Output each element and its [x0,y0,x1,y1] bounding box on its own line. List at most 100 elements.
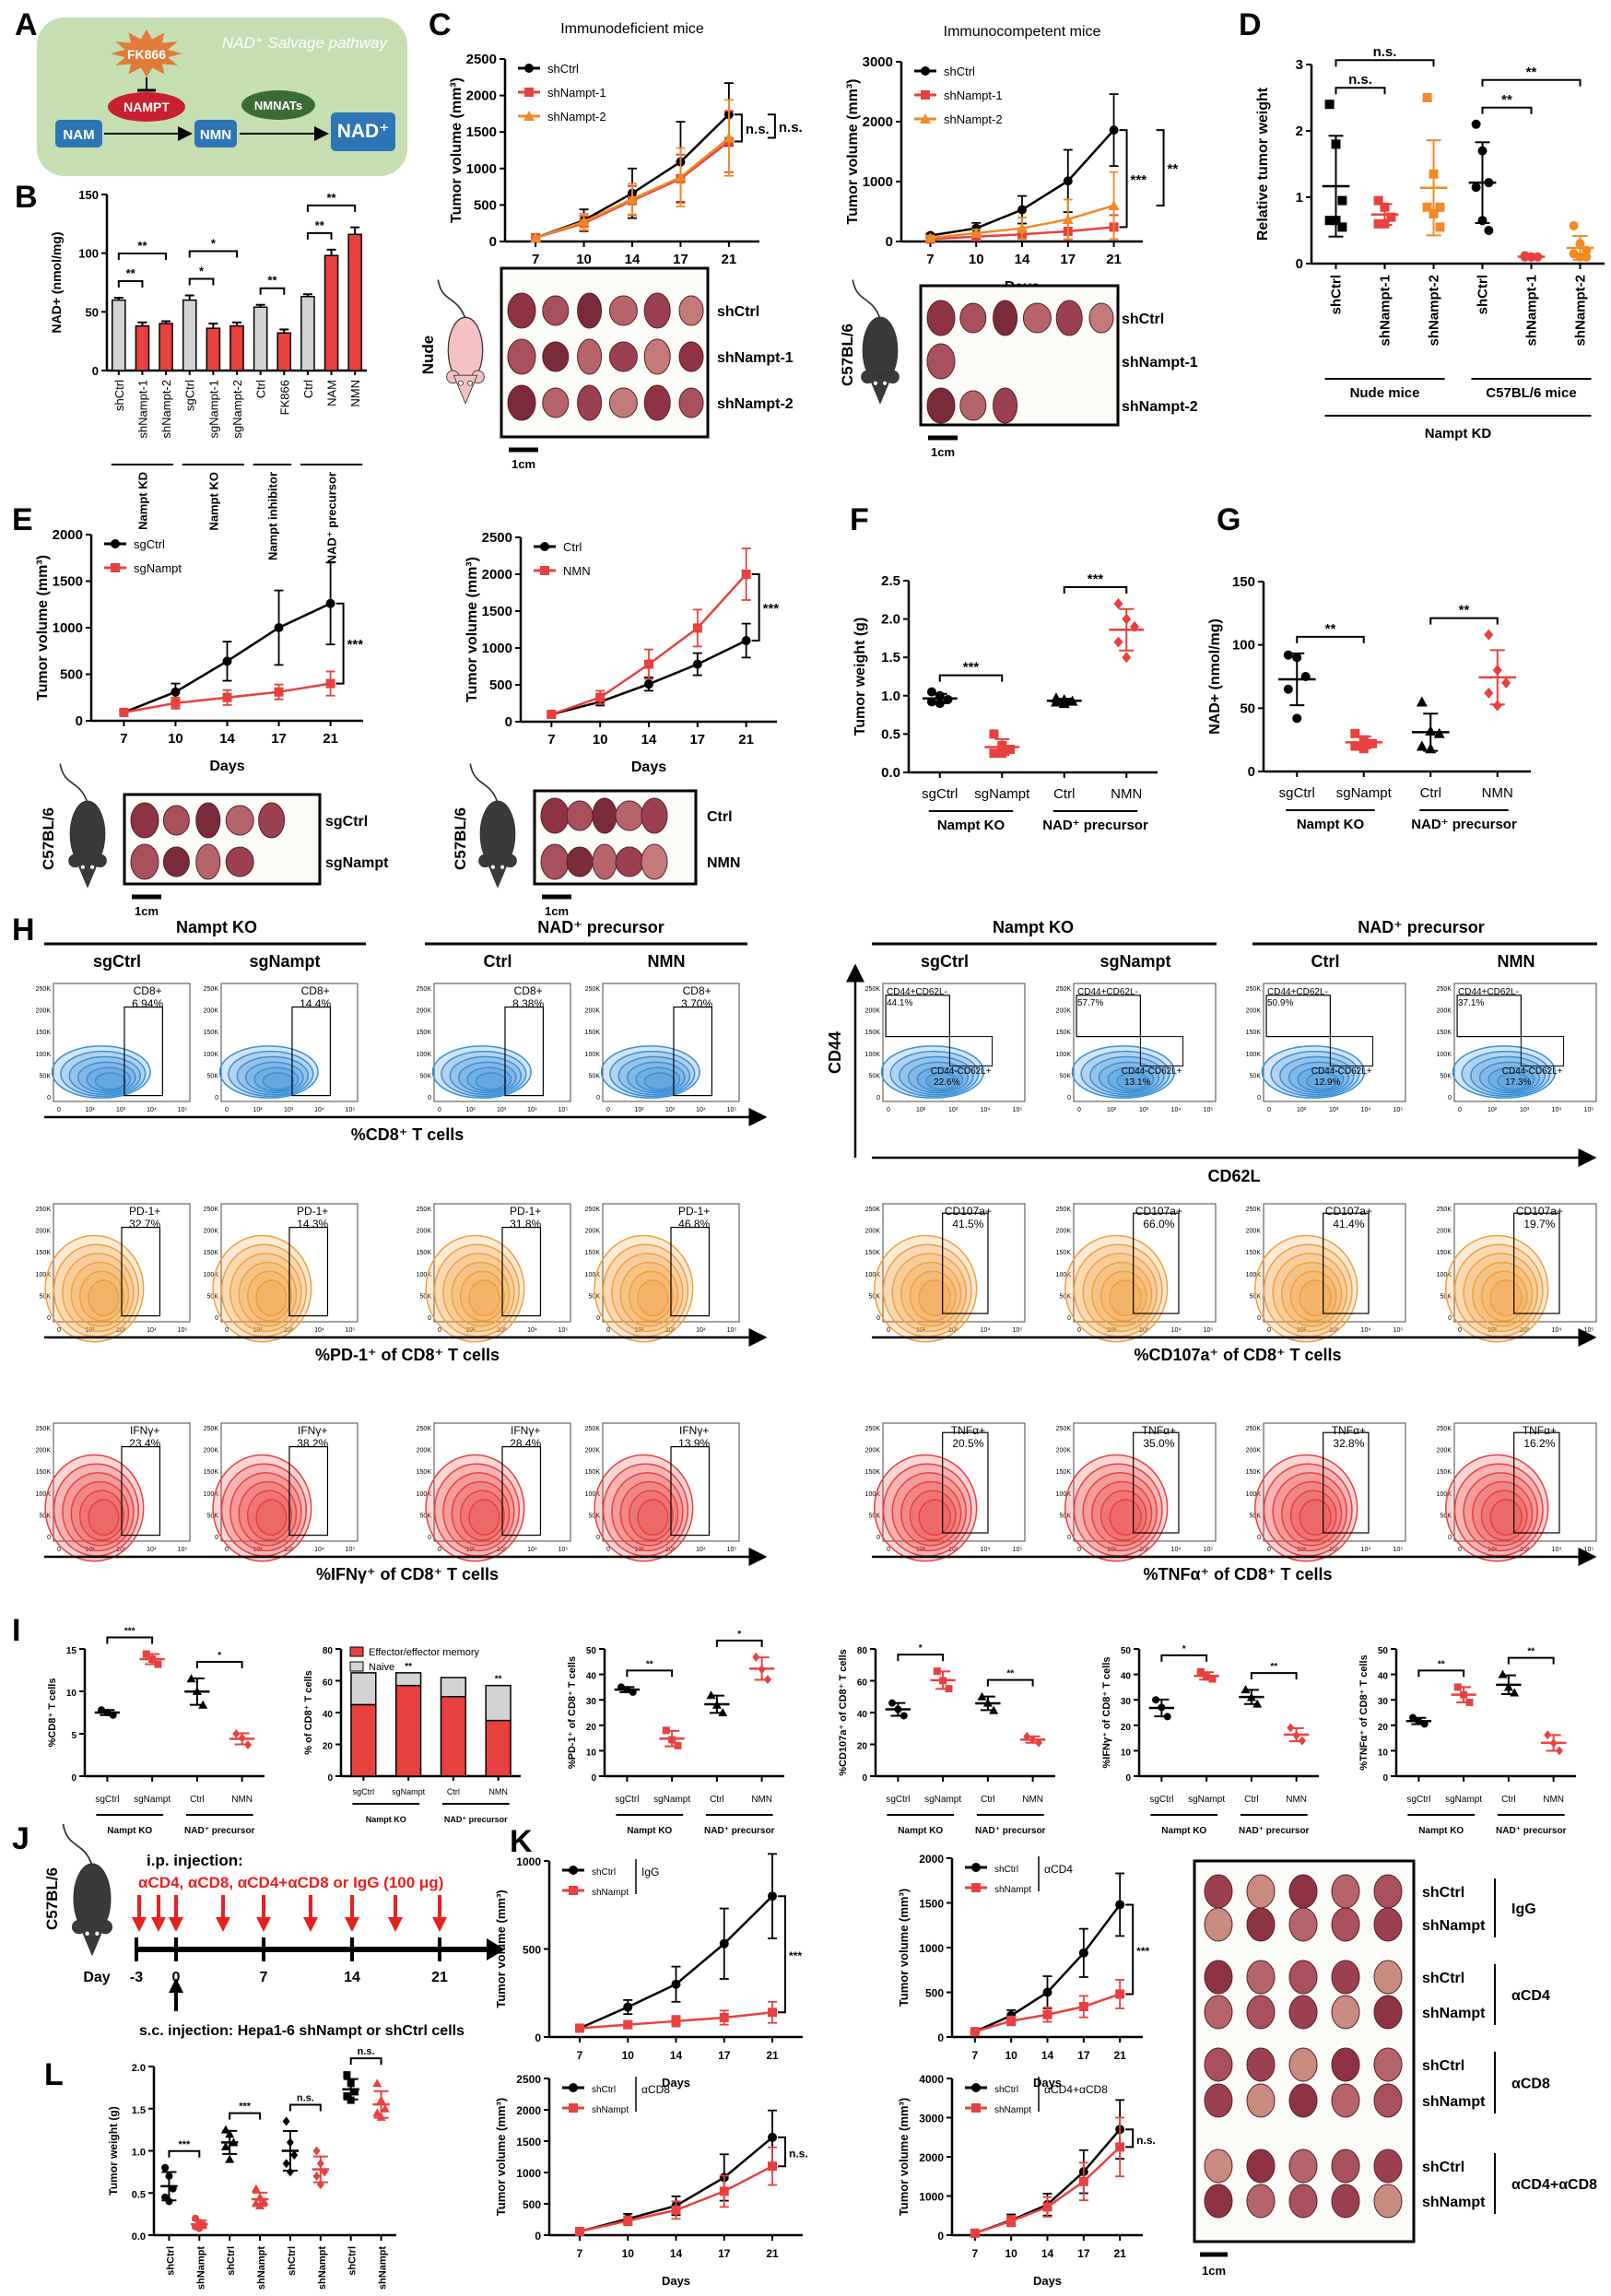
density-contour [88,1279,120,1317]
gate-percentage: 57.7% [1077,998,1103,1008]
density-contour [891,1253,967,1333]
y-tick-label: 100K [585,1491,601,1498]
square-marker [1203,1673,1211,1681]
tumor [926,300,956,336]
category-label: NMN [231,1795,253,1805]
y-tick-label: 0 [47,1535,51,1541]
square-marker [347,2079,355,2088]
tumor [1373,2083,1403,2118]
circle-marker [1292,653,1302,663]
x-tick-label: 0 [1267,1327,1271,1334]
y-tick-label: 2.5 [881,573,900,589]
chart-title: Immunocompetent mice [944,24,1101,40]
mouse-head [78,1925,106,1957]
diamond-marker [1544,1730,1552,1740]
tumor [130,843,159,880]
x-tick-label: 10⁴ [1171,1547,1182,1553]
density-contour [262,1072,294,1090]
square-marker [547,710,557,719]
x-tick-label: 7 [547,732,555,748]
square-marker [1337,222,1347,232]
circle-marker [325,598,335,608]
mouse-eye [500,864,506,870]
significance-label: ** [126,266,136,280]
x-tick-label: 0 [1267,1107,1271,1113]
legend-label: shNampt-2 [944,112,1003,126]
significance-label: *** [763,601,780,617]
axis-label: %IFNγ⁺ of CD8⁺ T cells [316,1565,499,1584]
square-marker [1078,2002,1088,2012]
gate [291,1006,331,1097]
y-tick-label: 0 [92,364,99,378]
tumor [1288,1874,1318,1909]
x-tick-label: 10⁴ [696,1107,706,1113]
square-marker [692,623,702,633]
tumor [1022,302,1052,334]
x-tick-label: 10² [253,1107,263,1113]
y-tick-label: 20 [586,1723,597,1733]
gate [1329,1036,1374,1067]
line-chart: 0 1000 2000 3000 4000 Tumor volume (mm³) 7 10 14… [897,2073,1156,2288]
y-tick-label: 0 [862,1773,867,1784]
x-tick-label: 10⁴ [1361,1327,1371,1334]
bar-segment [440,1677,467,1698]
significance-bracket [349,2057,382,2066]
significance-bracket [1125,2128,1135,2149]
category-label: shCtrl [287,2246,298,2276]
y-tick-label: 2500 [466,52,497,67]
significance-bracket [1417,1669,1465,1678]
y-tick-label: 2000 [516,2104,541,2117]
photo-row-label: shNampt [1422,2094,1486,2110]
legend-label: shCtrl [944,65,975,78]
x-tick-label: 10⁵ [1393,1327,1404,1334]
group-label: Nampt KO [1297,817,1365,832]
y-tick-label: 1000 [53,620,83,636]
y-tick-label: 1000 [482,641,512,656]
gate [1139,1036,1184,1067]
category-label: sgNampt [974,786,1030,802]
group-label: Nampt KO [366,1815,406,1824]
circle-marker [741,636,751,645]
gate-percentage: 44.1% [887,998,912,1008]
gate [670,1226,711,1317]
y-tick-label: 250K [417,1207,432,1213]
category-label: shCtrl [112,380,126,411]
significance-bracket [1481,78,1582,87]
y-tick-label: 50K [1060,1073,1072,1079]
scatter-chart: 0 5 10 15 %CD8⁺ T cells sgCtrl sgNampt Ctrl NMN *… [47,1627,265,1836]
gate [673,1006,713,1097]
y-tick-label: 100K [1246,1052,1262,1058]
mouse-illustration [59,763,107,889]
triangle-marker [523,111,535,121]
diamond-marker [1113,597,1123,609]
x-tick-label: 17 [1077,2049,1090,2062]
panel-letter: I [12,1613,20,1648]
x-tick-label: 7 [532,252,539,267]
x-tick-label: 21 [738,732,754,748]
bar-segment [485,1684,512,1722]
circle-marker [1109,125,1119,135]
triangle-marker [255,2200,265,2209]
mouse-head [485,858,511,889]
density-contour [1463,1253,1538,1333]
y-tick-label: 50K [40,1073,52,1079]
legend-label: shCtrl [592,2085,616,2095]
tumor [195,843,221,880]
square-marker [1324,216,1335,226]
axis-label: %CD107a⁺ of CD8⁺ T cells [1134,1346,1341,1364]
circle-marker [524,64,534,73]
tumor [608,387,638,418]
x-tick-label: 21 [1113,2247,1126,2260]
tumor [130,802,159,839]
x-tick-label: 10³ [1139,1107,1149,1113]
circle-marker [169,2184,177,2193]
square-marker [1331,216,1341,226]
y-tick-label: 0 [1448,1315,1452,1322]
x-tick-label: 14 [1041,2247,1054,2260]
injection-arrow-icon [216,1917,230,1932]
y-tick-label: 250K [204,1207,219,1213]
tumor-photo: shCtrl shNampt-1 shNampt-2 1cm C57BL/6 [839,284,1198,459]
significance-bracket [1429,617,1499,625]
triangle-marker [372,2108,382,2117]
series-line [579,1895,773,2030]
